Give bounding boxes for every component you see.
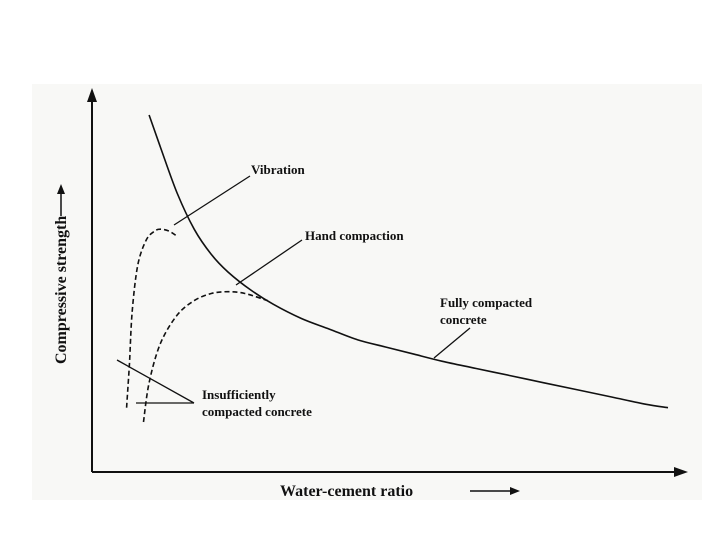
x-axis-label: Water-cement ratio [280,483,413,500]
axes [87,88,688,477]
x-axis-arrow [674,467,688,477]
leader-insufficient-upper [116,359,195,404]
y-axis-arrow [87,88,97,102]
leader-lines [116,175,471,404]
x-axis-label-arrowhead [510,487,520,495]
label-hand-compaction: Hand compaction [305,228,404,243]
curve-fully-compacted [148,114,669,409]
curve-hand-compaction [142,290,268,423]
y-axis-label: Compressive strength [53,216,70,364]
series-layer [125,114,669,423]
curve-vibration [125,228,178,408]
label-insufficient-line2: compacted concrete [202,404,312,419]
leader-vibration [173,175,251,226]
y-axis-label-arrowhead [57,184,65,194]
leader-fully-compacted [433,327,471,359]
label-vibration: Vibration [251,162,305,177]
scanned-figure [32,84,702,500]
label-fully-compacted-line2: concrete [440,312,487,327]
leader-hand-compaction [235,239,303,286]
label-insufficient-line1: Insufficiently [202,387,276,402]
y-axis-label-group: Compressive strength [53,184,70,364]
label-fully-compacted-line1: Fully compacted [440,295,533,310]
annotations: Vibration Hand compaction Fully compacte… [202,162,533,419]
x-axis-label-group: Water-cement ratio [280,483,520,500]
